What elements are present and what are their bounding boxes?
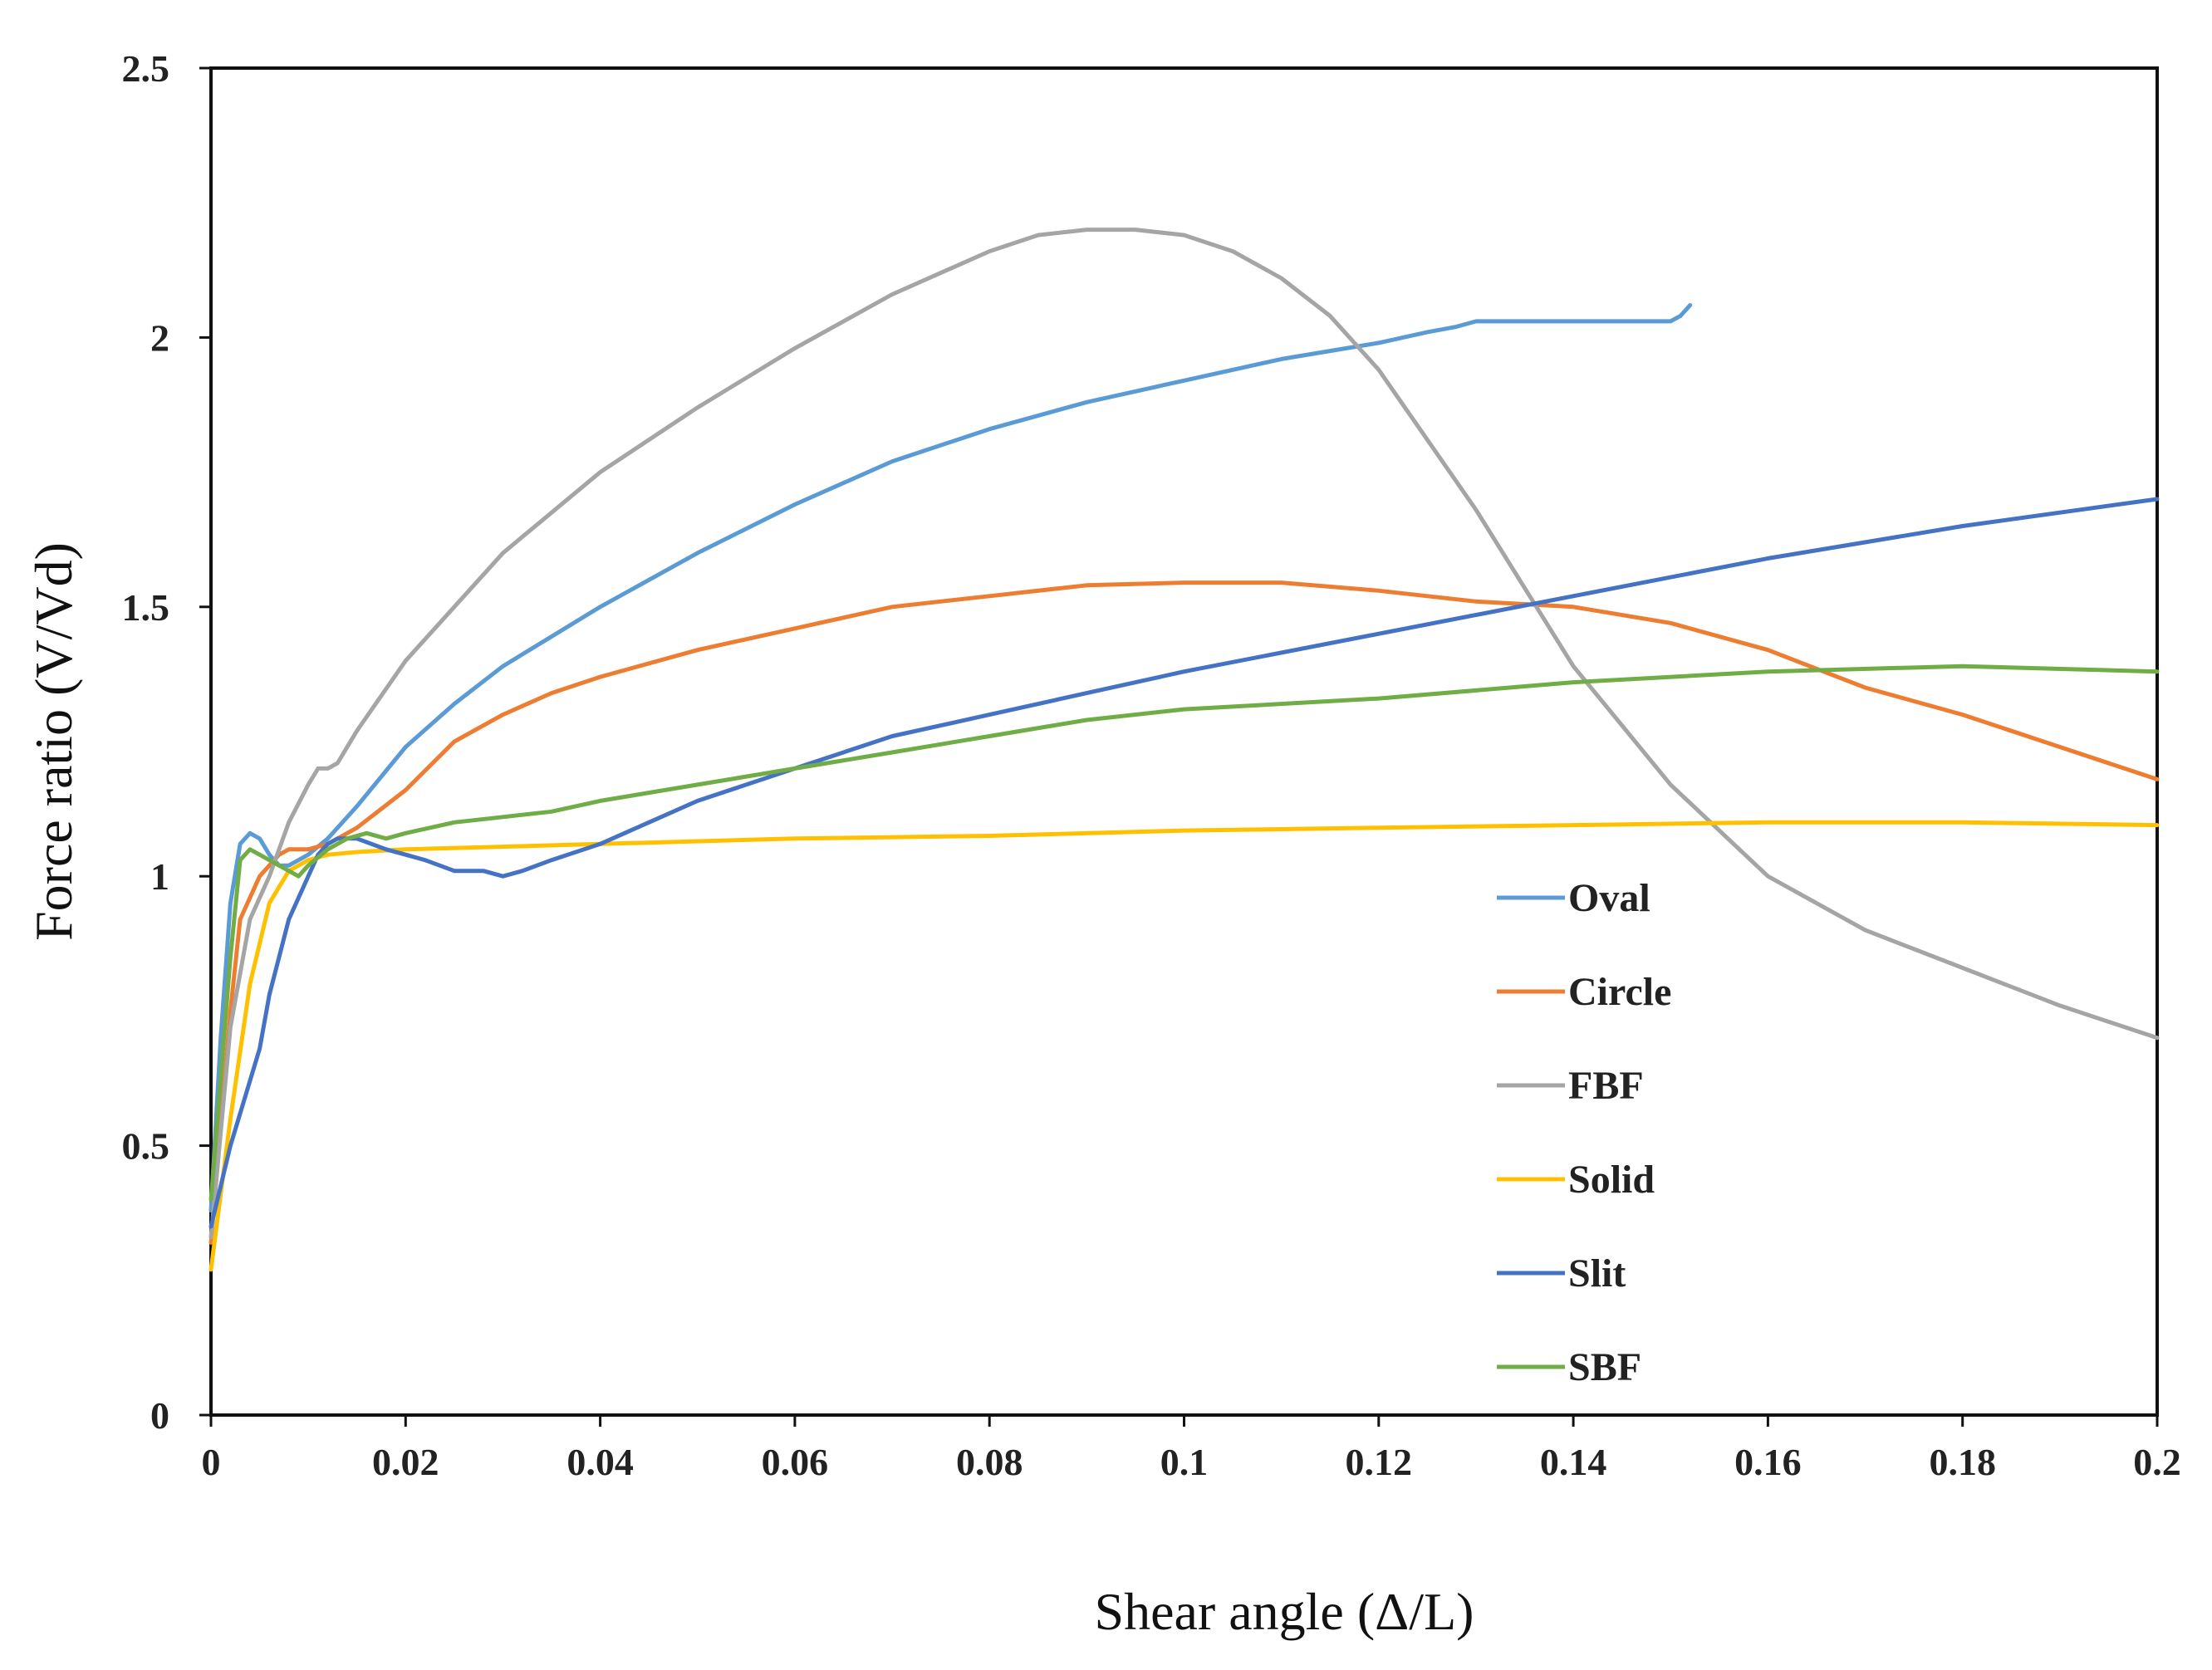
series-line-slit: [208, 497, 2160, 1229]
legend: Oval Circle FBF Solid Slit SBF: [1497, 876, 1671, 1389]
legend-label-solid: Solid: [1568, 1158, 1655, 1202]
y-tick-label: 2.5: [122, 47, 170, 90]
y-tick-label: 0: [150, 1394, 169, 1437]
series-line-solid: [208, 820, 2160, 1272]
y-tick-label: 1.5: [122, 586, 170, 629]
x-tick-label: 0.2: [2133, 1441, 2181, 1483]
legend-label-fbf: FBF: [1568, 1064, 1644, 1108]
series-line-oval: [208, 303, 1693, 1212]
y-axis-label: Force ratio (V/Vd): [24, 542, 83, 941]
y-tick-label: 0.5: [122, 1125, 170, 1168]
y-axis-ticks: 0 0.5 1 1.5 2 2.5: [122, 47, 211, 1437]
legend-label-oval: Oval: [1568, 876, 1650, 920]
x-tick-label: 0.02: [372, 1441, 439, 1483]
legend-label-slit: Slit: [1568, 1251, 1626, 1295]
x-tick-label: 0.16: [1734, 1441, 1802, 1483]
x-tick-label: 0.08: [956, 1441, 1023, 1483]
x-axis-label: Shear angle (Δ/L): [1095, 1582, 1474, 1641]
x-axis-ticks: 0 0.02 0.04 0.06 0.08 0.1 0.12 0.14 0.16 0.18 0.2: [202, 1415, 2181, 1483]
legend-label-circle: Circle: [1568, 970, 1671, 1014]
y-tick-label: 2: [150, 316, 169, 359]
series-lines: [208, 228, 2160, 1272]
plot-area: [209, 66, 2159, 1417]
x-tick-label: 0.06: [762, 1441, 829, 1483]
x-tick-label: 0.1: [1160, 1441, 1209, 1483]
series-line-sbf: [208, 664, 2160, 1202]
x-tick-label: 0.12: [1346, 1441, 1413, 1483]
x-tick-label: 0.14: [1540, 1441, 1607, 1483]
series-line-fbf: [208, 228, 2160, 1240]
x-tick-label: 0.18: [1929, 1441, 1996, 1483]
series-line-circle: [208, 580, 2160, 1245]
legend-label-sbf: SBF: [1568, 1345, 1641, 1389]
x-tick-label: 0: [202, 1441, 221, 1483]
y-tick-label: 1: [150, 855, 169, 898]
x-tick-label: 0.04: [566, 1441, 634, 1483]
